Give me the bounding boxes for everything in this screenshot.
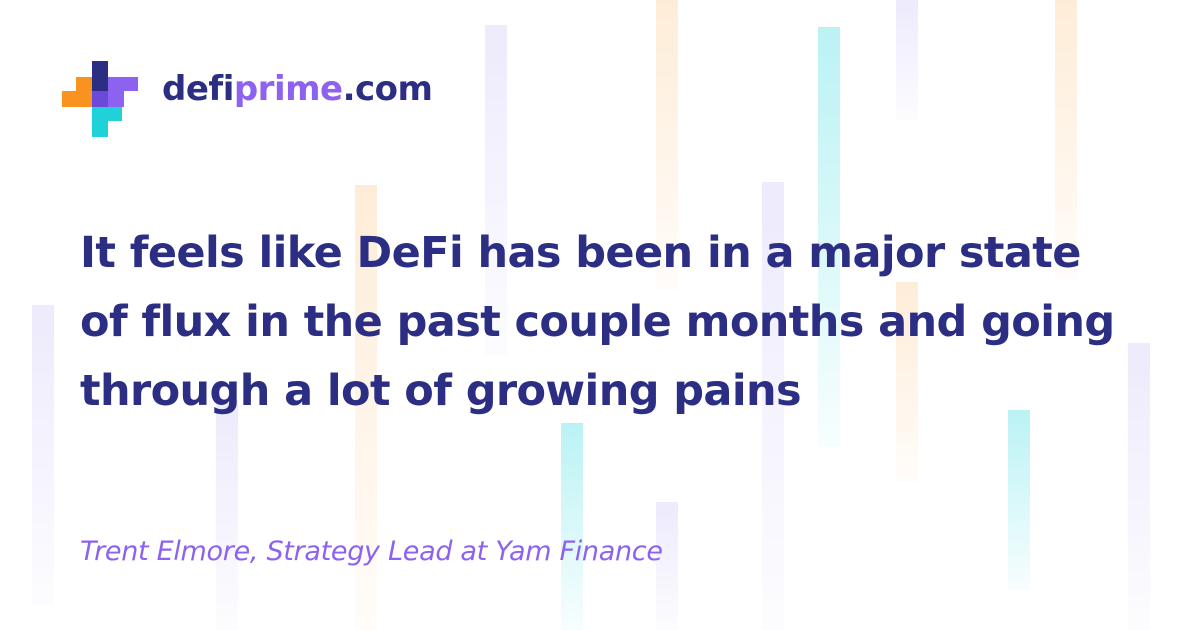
bg-stripe — [656, 0, 678, 290]
brand-part-domain: .com — [342, 69, 433, 109]
brand-part-defi: defi — [162, 69, 234, 109]
bg-stripe — [216, 400, 238, 630]
bg-stripe — [561, 423, 583, 630]
bg-stripe — [762, 182, 784, 630]
bg-stripe — [485, 25, 507, 355]
bg-stripe — [656, 502, 678, 630]
quote-text: It feels like DeFi has been in a major s… — [80, 228, 1115, 416]
bg-stripe — [32, 305, 54, 605]
bg-stripe — [1128, 343, 1150, 630]
bg-stripe — [1055, 0, 1077, 280]
bg-stripe — [355, 185, 377, 630]
quote-attribution: Trent Elmore, Strategy Lead at Yam Finan… — [80, 536, 663, 567]
bg-stripe — [818, 27, 840, 447]
brand-part-prime: prime — [233, 69, 343, 109]
bg-stripe — [896, 0, 918, 120]
brand-wordmark: defiprime.com — [162, 69, 433, 109]
bg-stripe — [896, 282, 918, 482]
bg-stripe — [1008, 410, 1030, 590]
defiprime-logo-icon — [62, 61, 138, 137]
